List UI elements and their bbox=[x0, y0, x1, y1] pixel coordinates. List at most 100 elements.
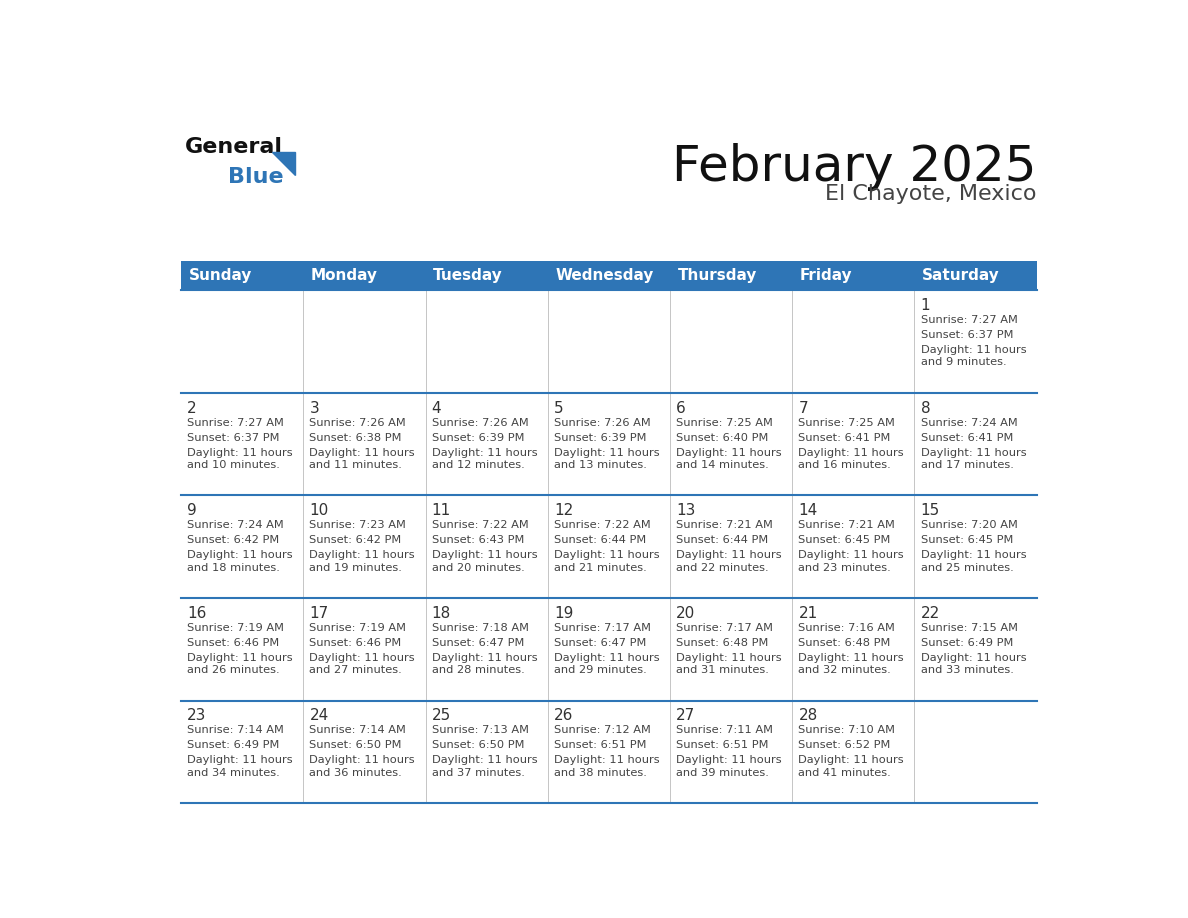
Text: Sunrise: 7:19 AM: Sunrise: 7:19 AM bbox=[310, 622, 406, 633]
Text: Daylight: 11 hours
and 25 minutes.: Daylight: 11 hours and 25 minutes. bbox=[921, 550, 1026, 573]
Text: 1: 1 bbox=[921, 298, 930, 313]
Text: Wednesday: Wednesday bbox=[556, 268, 653, 284]
Text: Daylight: 11 hours
and 11 minutes.: Daylight: 11 hours and 11 minutes. bbox=[310, 448, 415, 470]
Text: Sunrise: 7:15 AM: Sunrise: 7:15 AM bbox=[921, 622, 1018, 633]
Text: Daylight: 11 hours
and 34 minutes.: Daylight: 11 hours and 34 minutes. bbox=[188, 756, 293, 778]
Text: Thursday: Thursday bbox=[677, 268, 757, 284]
Text: 18: 18 bbox=[431, 606, 451, 621]
Text: Daylight: 11 hours
and 32 minutes.: Daylight: 11 hours and 32 minutes. bbox=[798, 653, 904, 675]
Text: Daylight: 11 hours
and 17 minutes.: Daylight: 11 hours and 17 minutes. bbox=[921, 448, 1026, 470]
Text: Sunrise: 7:17 AM: Sunrise: 7:17 AM bbox=[554, 622, 651, 633]
Text: Sunset: 6:43 PM: Sunset: 6:43 PM bbox=[431, 535, 524, 545]
Text: Sunrise: 7:27 AM: Sunrise: 7:27 AM bbox=[921, 315, 1017, 325]
Text: Sunset: 6:51 PM: Sunset: 6:51 PM bbox=[554, 740, 646, 750]
Text: Sunset: 6:46 PM: Sunset: 6:46 PM bbox=[310, 638, 402, 648]
Text: Sunrise: 7:20 AM: Sunrise: 7:20 AM bbox=[921, 521, 1017, 530]
Text: Sunrise: 7:19 AM: Sunrise: 7:19 AM bbox=[188, 622, 284, 633]
Text: 3: 3 bbox=[310, 400, 320, 416]
Text: Sunrise: 7:13 AM: Sunrise: 7:13 AM bbox=[431, 725, 529, 735]
Text: 27: 27 bbox=[676, 709, 695, 723]
Text: Sunset: 6:41 PM: Sunset: 6:41 PM bbox=[921, 432, 1013, 442]
Text: General: General bbox=[185, 138, 283, 157]
Text: Sunset: 6:42 PM: Sunset: 6:42 PM bbox=[188, 535, 279, 545]
Text: Sunrise: 7:24 AM: Sunrise: 7:24 AM bbox=[921, 418, 1017, 428]
Text: Sunrise: 7:26 AM: Sunrise: 7:26 AM bbox=[310, 418, 406, 428]
Text: Sunrise: 7:23 AM: Sunrise: 7:23 AM bbox=[310, 521, 406, 530]
Text: 7: 7 bbox=[798, 400, 808, 416]
Text: Daylight: 11 hours
and 33 minutes.: Daylight: 11 hours and 33 minutes. bbox=[921, 653, 1026, 675]
Text: Daylight: 11 hours
and 20 minutes.: Daylight: 11 hours and 20 minutes. bbox=[431, 550, 537, 573]
Text: Sunrise: 7:11 AM: Sunrise: 7:11 AM bbox=[676, 725, 773, 735]
Text: Daylight: 11 hours
and 9 minutes.: Daylight: 11 hours and 9 minutes. bbox=[921, 345, 1026, 367]
Text: Sunset: 6:41 PM: Sunset: 6:41 PM bbox=[798, 432, 891, 442]
Text: Daylight: 11 hours
and 39 minutes.: Daylight: 11 hours and 39 minutes. bbox=[676, 756, 782, 778]
Bar bbox=[181, 700, 1037, 803]
Text: Daylight: 11 hours
and 27 minutes.: Daylight: 11 hours and 27 minutes. bbox=[310, 653, 415, 675]
Text: Sunset: 6:49 PM: Sunset: 6:49 PM bbox=[921, 638, 1013, 648]
Text: 8: 8 bbox=[921, 400, 930, 416]
Text: Monday: Monday bbox=[311, 268, 378, 284]
Text: Daylight: 11 hours
and 38 minutes.: Daylight: 11 hours and 38 minutes. bbox=[554, 756, 659, 778]
Text: Daylight: 11 hours
and 18 minutes.: Daylight: 11 hours and 18 minutes. bbox=[188, 550, 293, 573]
Polygon shape bbox=[272, 151, 295, 174]
Text: Sunrise: 7:18 AM: Sunrise: 7:18 AM bbox=[431, 622, 529, 633]
Text: 15: 15 bbox=[921, 503, 940, 518]
Text: Sunrise: 7:12 AM: Sunrise: 7:12 AM bbox=[554, 725, 651, 735]
Text: Daylight: 11 hours
and 31 minutes.: Daylight: 11 hours and 31 minutes. bbox=[676, 653, 782, 675]
Text: Daylight: 11 hours
and 16 minutes.: Daylight: 11 hours and 16 minutes. bbox=[798, 448, 904, 470]
Text: Daylight: 11 hours
and 28 minutes.: Daylight: 11 hours and 28 minutes. bbox=[431, 653, 537, 675]
Text: 17: 17 bbox=[310, 606, 329, 621]
Text: Sunrise: 7:10 AM: Sunrise: 7:10 AM bbox=[798, 725, 896, 735]
Text: 22: 22 bbox=[921, 606, 940, 621]
Text: 24: 24 bbox=[310, 709, 329, 723]
Text: 21: 21 bbox=[798, 606, 817, 621]
Text: Sunset: 6:39 PM: Sunset: 6:39 PM bbox=[554, 432, 646, 442]
Text: El Chayote, Mexico: El Chayote, Mexico bbox=[826, 185, 1037, 204]
Text: Sunday: Sunday bbox=[189, 268, 252, 284]
Text: Friday: Friday bbox=[800, 268, 853, 284]
Text: Sunrise: 7:24 AM: Sunrise: 7:24 AM bbox=[188, 521, 284, 530]
Text: Saturday: Saturday bbox=[922, 268, 1000, 284]
Text: 19: 19 bbox=[554, 606, 574, 621]
Text: 9: 9 bbox=[188, 503, 197, 518]
Text: Sunrise: 7:17 AM: Sunrise: 7:17 AM bbox=[676, 622, 773, 633]
Text: Blue: Blue bbox=[228, 166, 283, 186]
Text: Daylight: 11 hours
and 12 minutes.: Daylight: 11 hours and 12 minutes. bbox=[431, 448, 537, 470]
Text: 12: 12 bbox=[554, 503, 573, 518]
Text: Daylight: 11 hours
and 10 minutes.: Daylight: 11 hours and 10 minutes. bbox=[188, 448, 293, 470]
Text: Sunrise: 7:27 AM: Sunrise: 7:27 AM bbox=[188, 418, 284, 428]
Text: Sunset: 6:48 PM: Sunset: 6:48 PM bbox=[676, 638, 769, 648]
Text: Tuesday: Tuesday bbox=[434, 268, 503, 284]
Text: Sunset: 6:44 PM: Sunset: 6:44 PM bbox=[676, 535, 769, 545]
Text: 23: 23 bbox=[188, 709, 207, 723]
Text: Sunset: 6:40 PM: Sunset: 6:40 PM bbox=[676, 432, 769, 442]
Text: Daylight: 11 hours
and 13 minutes.: Daylight: 11 hours and 13 minutes. bbox=[554, 448, 659, 470]
Text: 5: 5 bbox=[554, 400, 563, 416]
Text: Sunset: 6:37 PM: Sunset: 6:37 PM bbox=[188, 432, 279, 442]
Text: Sunrise: 7:25 AM: Sunrise: 7:25 AM bbox=[676, 418, 773, 428]
Text: Sunset: 6:50 PM: Sunset: 6:50 PM bbox=[310, 740, 402, 750]
Text: Daylight: 11 hours
and 14 minutes.: Daylight: 11 hours and 14 minutes. bbox=[676, 448, 782, 470]
Text: Sunset: 6:47 PM: Sunset: 6:47 PM bbox=[431, 638, 524, 648]
Text: Daylight: 11 hours
and 36 minutes.: Daylight: 11 hours and 36 minutes. bbox=[310, 756, 415, 778]
Text: Daylight: 11 hours
and 37 minutes.: Daylight: 11 hours and 37 minutes. bbox=[431, 756, 537, 778]
Text: Sunrise: 7:21 AM: Sunrise: 7:21 AM bbox=[798, 521, 896, 530]
Text: Sunset: 6:45 PM: Sunset: 6:45 PM bbox=[921, 535, 1013, 545]
Text: 10: 10 bbox=[310, 503, 329, 518]
Text: Sunset: 6:51 PM: Sunset: 6:51 PM bbox=[676, 740, 769, 750]
Text: Daylight: 11 hours
and 21 minutes.: Daylight: 11 hours and 21 minutes. bbox=[554, 550, 659, 573]
Text: Sunrise: 7:26 AM: Sunrise: 7:26 AM bbox=[554, 418, 651, 428]
Text: Sunset: 6:46 PM: Sunset: 6:46 PM bbox=[188, 638, 279, 648]
Text: Sunset: 6:39 PM: Sunset: 6:39 PM bbox=[431, 432, 524, 442]
Text: 6: 6 bbox=[676, 400, 685, 416]
Text: 26: 26 bbox=[554, 709, 574, 723]
Text: 2: 2 bbox=[188, 400, 197, 416]
Text: Sunset: 6:44 PM: Sunset: 6:44 PM bbox=[554, 535, 646, 545]
Bar bbox=[181, 261, 1037, 290]
Text: 16: 16 bbox=[188, 606, 207, 621]
Text: Sunrise: 7:14 AM: Sunrise: 7:14 AM bbox=[310, 725, 406, 735]
Text: Daylight: 11 hours
and 41 minutes.: Daylight: 11 hours and 41 minutes. bbox=[798, 756, 904, 778]
Text: Sunrise: 7:14 AM: Sunrise: 7:14 AM bbox=[188, 725, 284, 735]
Bar bbox=[181, 393, 1037, 496]
Text: Sunset: 6:49 PM: Sunset: 6:49 PM bbox=[188, 740, 279, 750]
